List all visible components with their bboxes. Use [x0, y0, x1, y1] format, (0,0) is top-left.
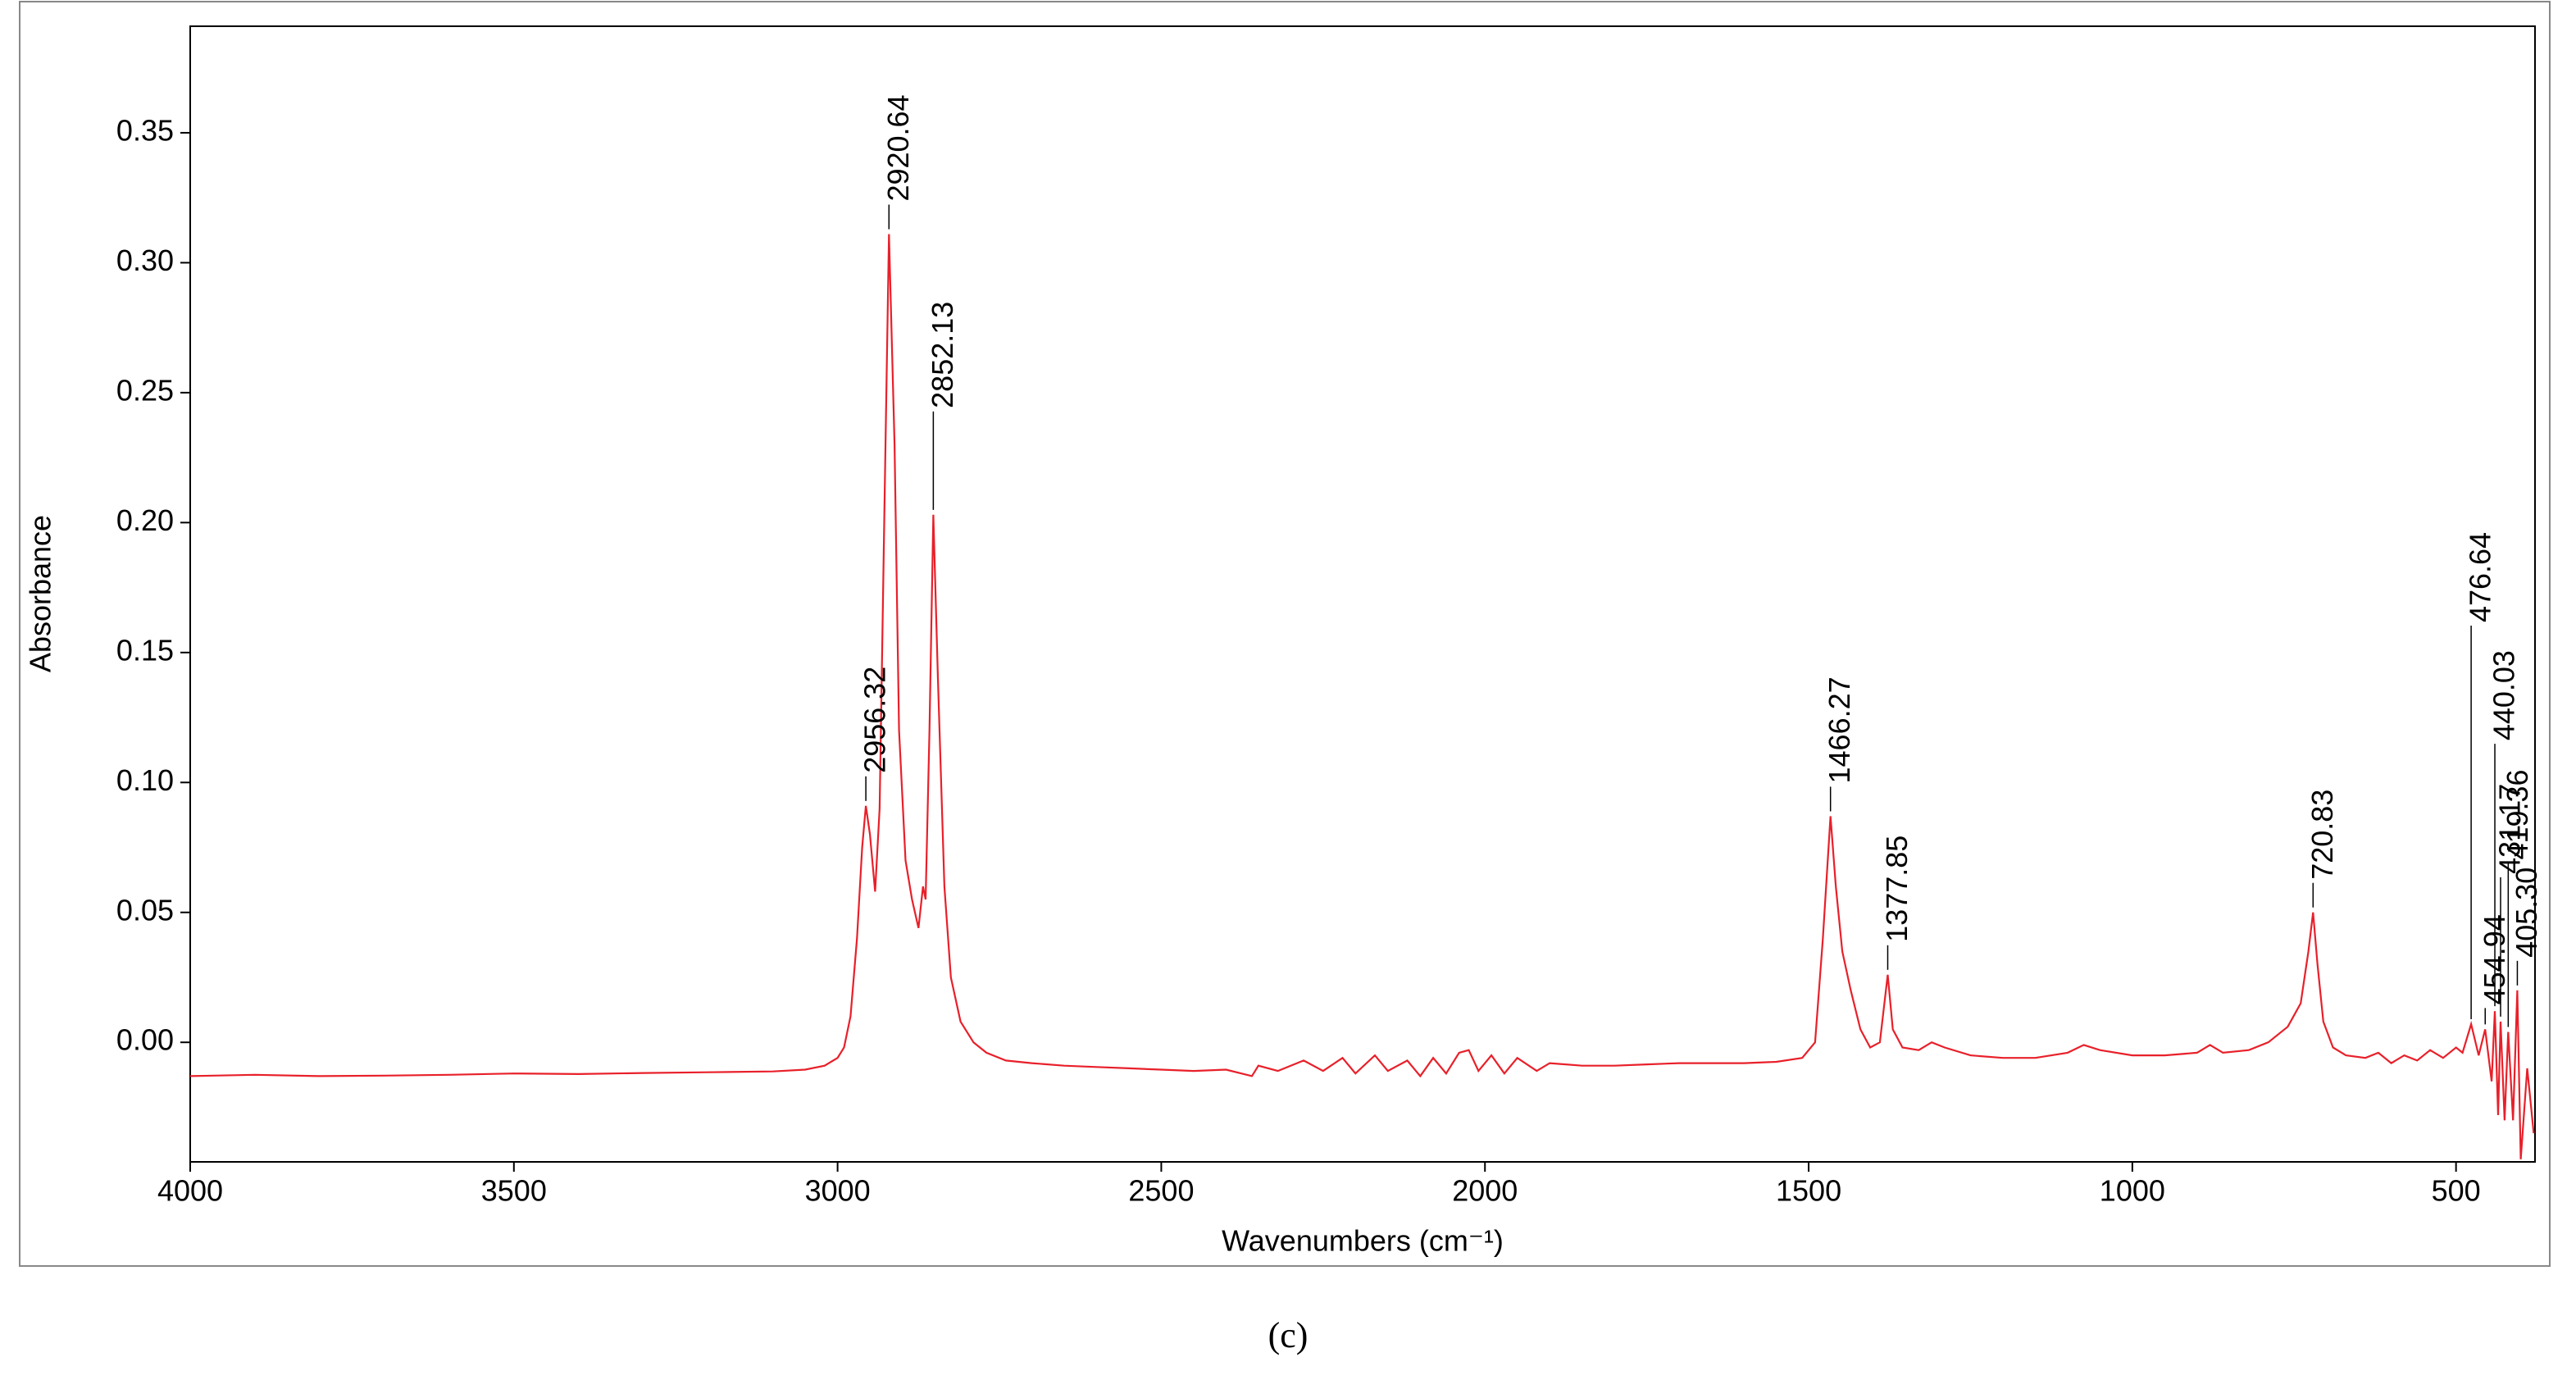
- y-tick-label: 0.20: [116, 503, 174, 537]
- peak-label: 454.94: [2478, 914, 2511, 1004]
- plot-frame: [189, 25, 2536, 1163]
- x-tick-label: 1000: [2100, 1174, 2165, 1208]
- y-axis-title: Absorbance: [24, 515, 57, 672]
- x-axis-title: Wavenumbers (cm⁻¹): [1222, 1224, 1504, 1258]
- spectrum-line: [189, 234, 2535, 1159]
- y-tick-label: 0.35: [116, 113, 174, 147]
- y-tick-label: 0.00: [116, 1023, 174, 1057]
- x-tick-label: 1500: [1776, 1174, 1841, 1208]
- x-tick-label: 3500: [481, 1174, 547, 1208]
- y-tick-label: 0.15: [116, 633, 174, 667]
- peak-label: 720.83: [2305, 790, 2339, 880]
- peak-label: 476.64: [2464, 532, 2497, 622]
- x-tick-label: 2500: [1128, 1174, 1194, 1208]
- peak-label: 2956.32: [858, 667, 892, 773]
- peak-label: 431.17: [2493, 784, 2527, 874]
- y-tick-label: 0.25: [116, 373, 174, 407]
- peak-label: 405.30: [2510, 868, 2543, 958]
- peak-label: 440.03: [2487, 650, 2521, 740]
- y-tick-label: 0.05: [116, 893, 174, 927]
- y-tick-label: 0.30: [116, 244, 174, 277]
- peak-label: 419.36: [2501, 769, 2534, 859]
- x-tick-label: 3000: [805, 1174, 871, 1208]
- x-tick-label: 2000: [1452, 1174, 1518, 1208]
- x-tick-label: 4000: [157, 1174, 223, 1208]
- caption: (c): [1268, 1315, 1308, 1355]
- peak-label: 2920.64: [881, 94, 915, 201]
- outer-frame: [19, 1, 2551, 1267]
- peak-label: 1466.27: [1823, 676, 1856, 783]
- y-tick-label: 0.10: [116, 763, 174, 797]
- x-tick-label: 500: [2432, 1174, 2481, 1208]
- peak-label: 1377.85: [1880, 836, 1914, 942]
- peak-label: 2852.13: [926, 302, 959, 408]
